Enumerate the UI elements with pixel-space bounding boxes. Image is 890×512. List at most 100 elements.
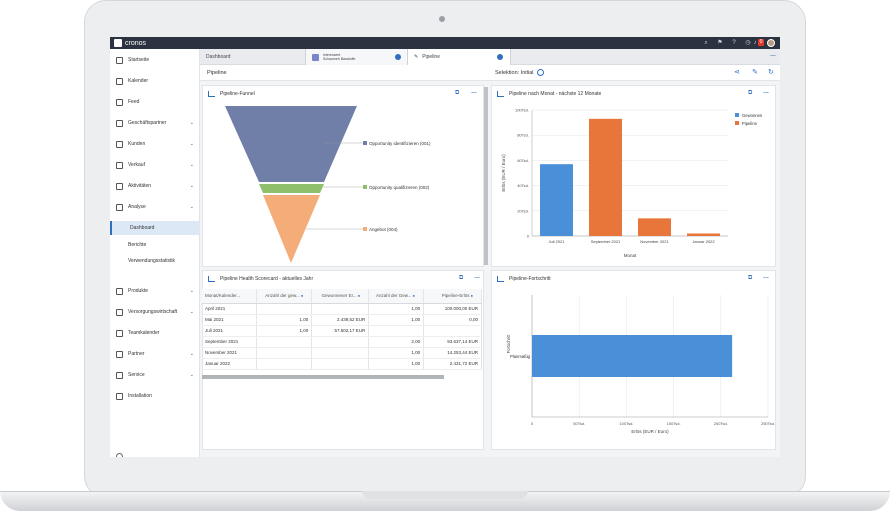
feed-icon (116, 98, 123, 106)
table-cell (311, 347, 370, 359)
sidebar-item-feed[interactable]: Feed (110, 95, 200, 109)
tab-label-name: Schaumeh Baustoffe (323, 57, 356, 61)
column-header[interactable]: Anzahl der gew... ● (256, 289, 313, 304)
refresh-icon[interactable]: ↻ (768, 69, 774, 76)
tab-pipeline[interactable]: ✎ Pipeline (408, 49, 511, 65)
settings-icon[interactable] (116, 453, 123, 457)
vertical-scrollbar[interactable] (484, 87, 488, 265)
column-header[interactable]: Anzahl der Gew... ● (368, 289, 425, 304)
more-icon[interactable]: … (763, 274, 769, 280)
history-icon[interactable]: ◷ (745, 40, 751, 46)
more-icon[interactable]: … (763, 89, 769, 95)
more-icon[interactable]: … (471, 89, 477, 95)
help-icon[interactable]: ? (732, 40, 736, 46)
sidebar-item-analyse[interactable]: Analyse ⌄ (110, 200, 200, 214)
horizontal-scrollbar[interactable] (202, 375, 444, 379)
sidebar-subitem-berichte[interactable]: Berichte (128, 242, 147, 248)
avatar[interactable] (767, 39, 775, 47)
export-icon[interactable]: ⧉ (748, 275, 753, 281)
sidebar-item-kalender[interactable]: Kalender (110, 74, 200, 88)
bookmark-icon[interactable]: ⚑ (717, 40, 723, 46)
funnel-panel: Pipeline-Funnel ⧉ … Opportunity identifi… (202, 85, 484, 267)
sidebar-item-versorgungswirtschaft[interactable]: Versorgungswirtschaft ⌄ (110, 305, 200, 319)
x-tick-label: Januar 2022 (692, 239, 715, 244)
monthly-chart-panel: Pipeline nach Monat - nächste 12 Monate … (491, 85, 776, 267)
products-icon (116, 287, 123, 295)
more-icon[interactable]: … (474, 274, 480, 280)
bar-planmaessig[interactable] (532, 335, 733, 377)
sidebar-item-geschäftspartner[interactable]: Geschäftspartner ⌄ (110, 116, 200, 130)
sidebar-item-label: Feed (128, 99, 140, 105)
funnel-stage-2[interactable] (259, 184, 324, 193)
table-cell: 93.637,14 EUR (423, 336, 482, 348)
column-header[interactable]: Pipeline-Erlös ● (423, 289, 482, 304)
panel-title: Pipeline nach Monat - nächste 12 Monate (509, 91, 602, 97)
sidebar-item-aktivitäten[interactable]: Aktivitäten ⌄ (110, 179, 200, 193)
funnel-label: Opportunity identifizieren (001) (369, 141, 431, 146)
sidebar-item-verkauf[interactable]: Verkauf ⌄ (110, 158, 200, 172)
table-row[interactable]: September 2021 2,00 93.637,14 EUR (202, 336, 482, 348)
export-icon[interactable]: ⧉ (748, 90, 753, 96)
monthly-bar-chart: 0 20Tsd. 40Tsd. 60Tsd. 80Tsd. 100Tsd. Juli 202… (501, 108, 763, 259)
table-cell (256, 336, 313, 348)
laptop-notch (362, 491, 528, 499)
tab-dashboard[interactable]: Dashboard (200, 49, 305, 65)
chevron-down-icon: ⌄ (189, 351, 194, 357)
sidebar-item-installation[interactable]: Installation (110, 389, 200, 403)
close-tab-icon[interactable] (497, 54, 503, 60)
logo-text: cronos (125, 39, 147, 47)
sidebar-subitem-dashboard[interactable]: Dashboard (110, 221, 200, 235)
funnel-stage-1[interactable] (225, 106, 357, 182)
sidebar-item-partner[interactable]: Partner ⌄ (110, 347, 200, 361)
bar-pipeline[interactable] (638, 218, 671, 236)
export-icon[interactable]: ⧉ (459, 275, 464, 281)
bar-pipeline[interactable] (687, 233, 720, 236)
bar-gewonnen[interactable] (540, 164, 573, 236)
table-row[interactable]: November 2021 1,00 14.253,44 EUR (202, 347, 482, 359)
legend-swatch (363, 141, 367, 145)
sidebar-item-service[interactable]: Service ⌄ (110, 368, 200, 382)
edit-icon[interactable]: ✎ (752, 69, 758, 76)
legend-swatch (363, 227, 367, 231)
y-tick-label: 40Tsd. (517, 183, 529, 188)
export-icon[interactable]: ⧉ (455, 90, 460, 96)
sidebar-item-kunden[interactable]: Kunden ⌄ (110, 137, 200, 151)
table-row[interactable]: Januar 2022 1,00 2.431,72 EUR (202, 358, 482, 370)
panel-title: Pipeline Health Scorecard - aktuelles Ja… (220, 276, 314, 282)
funnel-label: Opportunity qualifizieren (002) (369, 185, 430, 190)
sort-icon[interactable]: ● (469, 293, 473, 299)
logo[interactable]: cronos (114, 38, 146, 48)
sort-icon[interactable]: ● (411, 293, 416, 299)
sidebar-item-label: Kalender (128, 78, 149, 84)
share-icon[interactable]: ⋖ (734, 69, 740, 76)
sort-icon[interactable]: ● (356, 293, 361, 299)
sort-icon[interactable]: ● (299, 293, 304, 299)
table-row[interactable]: April 2021 1,00 100.000,00 EUR (202, 303, 482, 315)
close-tab-icon[interactable] (395, 54, 401, 60)
search-icon[interactable]: ⌕ (704, 40, 708, 46)
sidebar-item-label: Installation (128, 393, 152, 399)
sidebar-subitem-verwendungsstatistik[interactable]: Verwendungsstatistik (128, 258, 175, 264)
bar-pipeline[interactable] (589, 118, 622, 236)
table-row[interactable]: Juli 2021 1,00 57.502,17 EUR (202, 325, 482, 337)
column-header[interactable]: Gewonnener Er... ● (311, 289, 370, 304)
column-header[interactable]: Monat/Kalender... (202, 289, 258, 304)
column-header-label: Gewonnener Er... (321, 293, 357, 299)
sidebar-item-label: Aktivitäten (128, 183, 152, 189)
table-cell: 1,00 (256, 314, 313, 326)
table-row[interactable]: Mai 2021 1,00 2.439,52 EUR 1,00 0,00 (202, 314, 482, 326)
sidebar-item-produkte[interactable]: Produkte ⌄ (110, 284, 200, 298)
more-tabs-icon[interactable]: … (770, 52, 776, 58)
sidebar-item-teamkalender[interactable]: Teamkalender (110, 326, 200, 340)
selection-icon[interactable] (537, 69, 544, 76)
tab-interessent[interactable]: Interessent Schaumeh Baustoffe (305, 49, 408, 65)
bell-icon[interactable]: ♪ (753, 40, 757, 46)
sidebar-item-startseite[interactable]: Startseite (110, 53, 200, 67)
sidebar-item-label: Startseite (128, 57, 150, 63)
table-cell: April 2021 (202, 303, 258, 315)
funnel-chart: Opportunity identifizieren (001) Opportu… (225, 106, 431, 263)
funnel-stage-3[interactable] (263, 195, 320, 263)
chevron-down-icon: ⌄ (189, 162, 194, 168)
panel-title: Pipeline-Funnel (220, 91, 255, 97)
table-cell: 1,00 (368, 358, 425, 370)
